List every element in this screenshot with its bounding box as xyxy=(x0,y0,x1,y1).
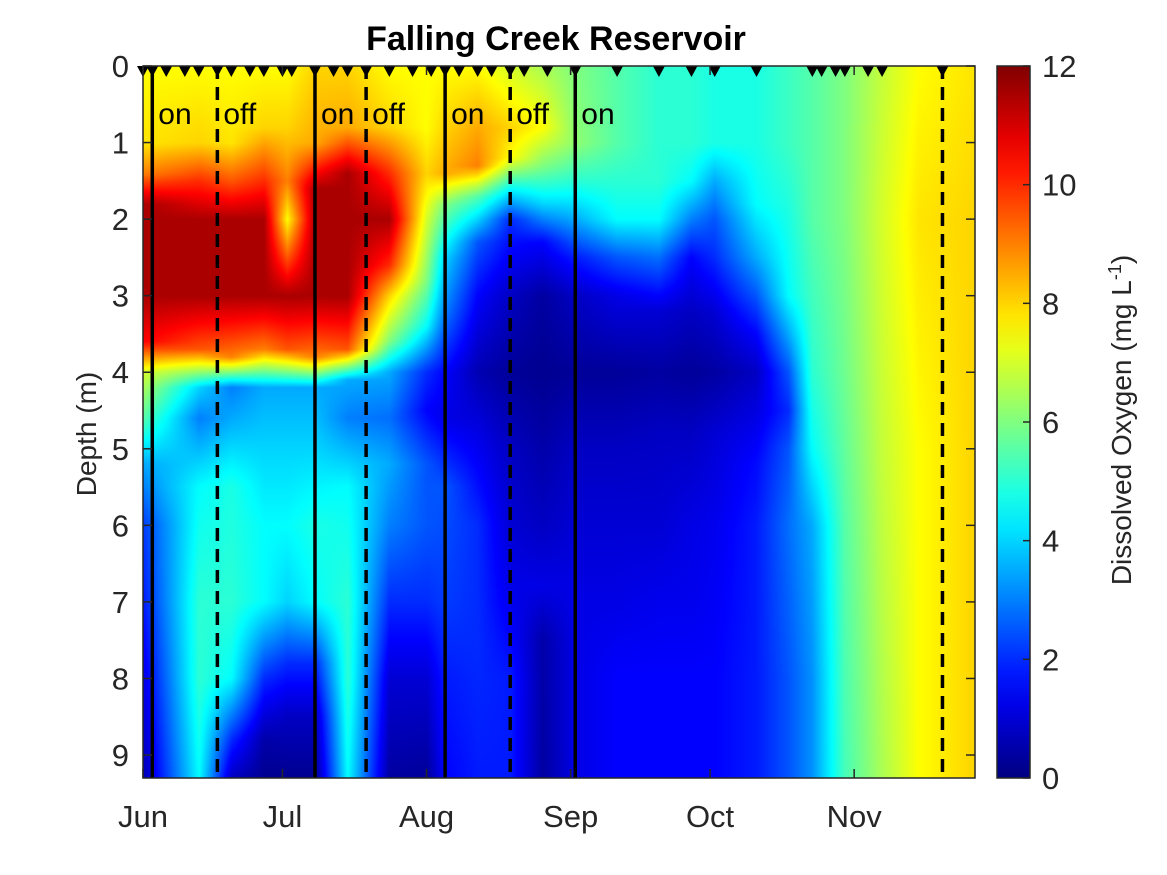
sampling-marker-38 xyxy=(936,66,949,77)
sampling-marker-34 xyxy=(829,66,842,77)
colorbar-label-close: ) xyxy=(1106,255,1137,264)
chart-title: Falling Creek Reservoir xyxy=(366,20,746,58)
y-tick-label-5: 5 xyxy=(112,432,129,467)
y-tick-label-3: 3 xyxy=(112,279,129,314)
sampling-marker-6 xyxy=(211,66,224,77)
y-tick-label-9: 9 xyxy=(112,738,129,773)
sampling-marker-24 xyxy=(518,66,531,77)
colorbar-tick-label-4: 4 xyxy=(1042,524,1059,559)
sampling-marker-30 xyxy=(708,66,721,77)
x-tick-label-aug: Aug xyxy=(399,799,454,834)
do-heatmap-image xyxy=(143,66,975,778)
colorbar-label-superscript: -1 xyxy=(1105,264,1125,280)
sampling-marker-32 xyxy=(806,66,819,77)
colorbar-tick-label-10: 10 xyxy=(1042,168,1076,203)
sampling-marker-28 xyxy=(652,66,665,77)
sampling-marker-35 xyxy=(838,66,851,77)
x-tick-label-oct: Oct xyxy=(686,799,735,834)
sampling-marker-22 xyxy=(485,66,498,77)
colorbar-tick-label-6: 6 xyxy=(1042,405,1059,440)
sampling-marker-12 xyxy=(308,66,321,77)
sampling-marker-3 xyxy=(160,66,173,77)
sampling-marker-23 xyxy=(504,66,517,77)
sampling-marker-13 xyxy=(327,66,340,77)
sampling-marker-18 xyxy=(425,66,438,77)
x-tick-label-sep: Sep xyxy=(543,799,598,834)
colorbar: 0 2 4 6 8 10 12 xyxy=(996,49,1076,796)
sampling-marker-17 xyxy=(406,66,419,77)
sampling-marker-14 xyxy=(341,66,354,77)
sampling-marker-19 xyxy=(439,66,452,77)
sampling-marker-27 xyxy=(611,66,624,77)
sampling-marker-4 xyxy=(178,66,191,77)
colorbar-tick-label-12: 12 xyxy=(1042,49,1076,84)
sampling-marker-31 xyxy=(750,66,763,77)
sampling-markers xyxy=(137,66,949,77)
colorbar-tick-label-0: 0 xyxy=(1042,761,1059,796)
sampling-marker-37 xyxy=(876,66,889,77)
sampling-marker-33 xyxy=(815,66,828,77)
y-tick-label-8: 8 xyxy=(112,661,129,696)
x-tick-label-jun: Jun xyxy=(118,799,168,834)
phase-label-3: on xyxy=(321,98,354,131)
y-axis-label: Depth (m) xyxy=(71,372,102,496)
sampling-marker-25 xyxy=(541,66,554,77)
x-tick-label-nov: Nov xyxy=(827,799,883,834)
phase-label-2: off xyxy=(223,98,256,131)
sampling-marker-20 xyxy=(453,66,466,77)
sampling-marker-21 xyxy=(471,66,484,77)
colorbar-label: Dissolved Oxygen (mg L-1) xyxy=(1105,255,1137,585)
phase-label-1: on xyxy=(158,98,191,131)
y-tick-label-4: 4 xyxy=(112,355,129,390)
sampling-marker-36 xyxy=(862,66,875,77)
y-tick-label-6: 6 xyxy=(112,508,129,543)
y-tick-label-1: 1 xyxy=(112,126,129,161)
phase-label-6: off xyxy=(516,98,549,131)
x-tick-label-jul: Jul xyxy=(263,799,303,834)
axes: 0 1 2 3 4 5 6 7 8 9 Jun Jul Aug Sep Oct Nov xyxy=(112,49,976,834)
sampling-marker-2 xyxy=(146,66,159,77)
sampling-marker-7 xyxy=(225,66,238,77)
phase-label-5: on xyxy=(451,98,484,131)
sampling-marker-29 xyxy=(685,66,698,77)
phase-label-7: on xyxy=(581,98,614,131)
y-tick-label-0: 0 xyxy=(112,49,129,84)
sampling-marker-8 xyxy=(243,66,256,77)
plot-frame xyxy=(142,65,976,779)
colorbar-label-main: Dissolved Oxygen (mg L xyxy=(1106,280,1137,585)
y-tick-label-7: 7 xyxy=(112,585,129,620)
plot-area xyxy=(143,66,975,778)
sampling-marker-11 xyxy=(285,66,298,77)
sampling-marker-9 xyxy=(257,66,270,77)
sampling-marker-15 xyxy=(360,66,373,77)
sampling-marker-26 xyxy=(569,66,582,77)
sampling-marker-5 xyxy=(192,66,205,77)
phase-lines: on off on off on off on xyxy=(150,66,945,778)
colorbar-tick-label-2: 2 xyxy=(1042,642,1059,677)
colorbar-tick-label-8: 8 xyxy=(1042,286,1059,321)
phase-label-4: off xyxy=(372,98,405,131)
sampling-marker-16 xyxy=(383,66,396,77)
y-tick-label-2: 2 xyxy=(112,202,129,237)
